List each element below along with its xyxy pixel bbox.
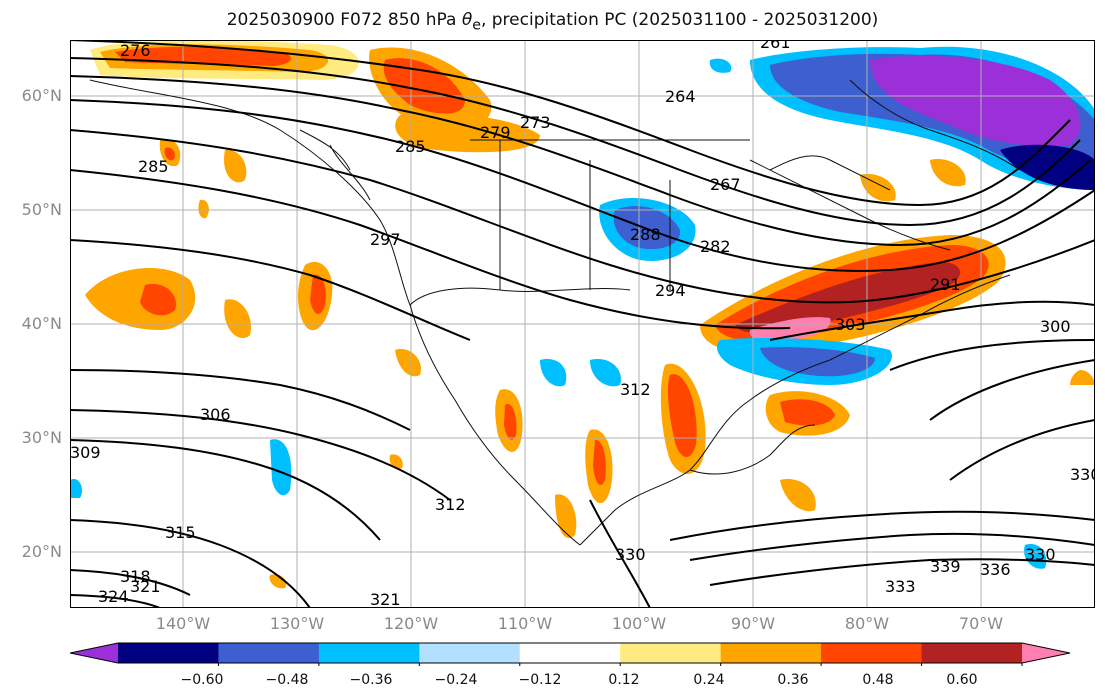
colorbar-tick-label: −0.24 <box>434 672 478 688</box>
colorbar-segment <box>620 643 722 663</box>
colorbar-tick-label: 0.48 <box>862 672 894 688</box>
lat-label: 60°N <box>21 86 62 105</box>
svg-text:297: 297 <box>370 230 401 249</box>
svg-text:312: 312 <box>435 495 466 514</box>
svg-text:267: 267 <box>710 175 741 194</box>
colorbar-outline <box>70 642 1070 664</box>
svg-text:291: 291 <box>930 275 961 294</box>
colorbar <box>70 642 1070 666</box>
colorbar-segment <box>318 643 420 663</box>
svg-text:279: 279 <box>480 123 511 142</box>
svg-text:312: 312 <box>620 380 651 399</box>
colorbar-segment <box>821 643 923 663</box>
lon-label: 120°W <box>383 614 439 633</box>
svg-text:309: 309 <box>70 443 101 462</box>
theta-e-contours <box>70 40 1095 608</box>
svg-text:321: 321 <box>130 577 161 596</box>
colorbar-segment <box>720 643 822 663</box>
svg-text:324: 324 <box>98 587 129 606</box>
svg-text:330: 330 <box>1025 545 1056 564</box>
svg-text:318: 318 <box>120 567 151 586</box>
svg-text:336: 336 <box>980 560 1011 579</box>
svg-text:303: 303 <box>835 315 866 334</box>
lat-label: 30°N <box>21 428 62 447</box>
svg-text:288: 288 <box>630 225 661 244</box>
colorbar-segment <box>921 643 1023 663</box>
colorbar-tick-label: 0.12 <box>608 672 640 688</box>
negative-precip-shading <box>70 46 1095 569</box>
colorbar-tick-label: −0.48 <box>265 672 309 688</box>
graticule <box>70 40 1095 608</box>
colorbar-tick-label: 0.36 <box>777 672 809 688</box>
colorbar-tick-label: −0.60 <box>180 672 224 688</box>
svg-text:285: 285 <box>138 157 169 176</box>
lon-label: 100°W <box>611 614 667 633</box>
svg-text:285: 285 <box>395 137 426 156</box>
lon-label: 130°W <box>269 614 325 633</box>
svg-text:294: 294 <box>655 281 686 300</box>
svg-text:300: 300 <box>1040 317 1071 336</box>
svg-text:282: 282 <box>700 237 731 256</box>
precip-shading <box>85 40 1095 589</box>
colorbar-under-extension <box>70 643 118 663</box>
svg-text:315: 315 <box>165 523 196 542</box>
colorbar-tick-label: −0.12 <box>518 672 562 688</box>
lon-label: 110°W <box>497 614 553 633</box>
lat-label: 50°N <box>21 200 62 219</box>
svg-text:333: 333 <box>885 577 916 596</box>
lon-label: 80°W <box>844 614 890 633</box>
svg-text:339: 339 <box>930 557 961 576</box>
colorbar-tick-label: 0.24 <box>693 672 725 688</box>
lon-label: 70°W <box>958 614 1004 633</box>
colorbar-segment <box>118 643 219 663</box>
contour-labels: 276 261 264 273 279 285 267 285 288 282 … <box>70 40 1095 608</box>
svg-text:261: 261 <box>760 40 791 52</box>
lon-label: 140°W <box>155 614 211 633</box>
lat-label: 20°N <box>21 542 62 561</box>
lon-label: 90°W <box>730 614 776 633</box>
colorbar-tick-label: −0.36 <box>349 672 393 688</box>
svg-text:276: 276 <box>120 41 151 60</box>
colorbar-segment <box>419 643 521 663</box>
svg-text:321: 321 <box>370 590 401 608</box>
svg-text:264: 264 <box>665 87 696 106</box>
colorbar-segment <box>519 643 621 663</box>
svg-text:306: 306 <box>200 405 231 424</box>
svg-text:330: 330 <box>615 545 646 564</box>
map-panel: 276 261 264 273 279 285 267 285 288 282 … <box>70 40 1095 608</box>
colorbar-segment <box>218 643 320 663</box>
map-title: 2025030900 F072 850 hPa θe, precipitatio… <box>226 10 879 34</box>
colorbar-tick-label: 0.60 <box>946 672 978 688</box>
svg-text:273: 273 <box>520 113 551 132</box>
lat-label: 40°N <box>21 314 62 333</box>
colorbar-over-extension <box>1022 643 1070 663</box>
svg-text:330: 330 <box>1070 465 1095 484</box>
